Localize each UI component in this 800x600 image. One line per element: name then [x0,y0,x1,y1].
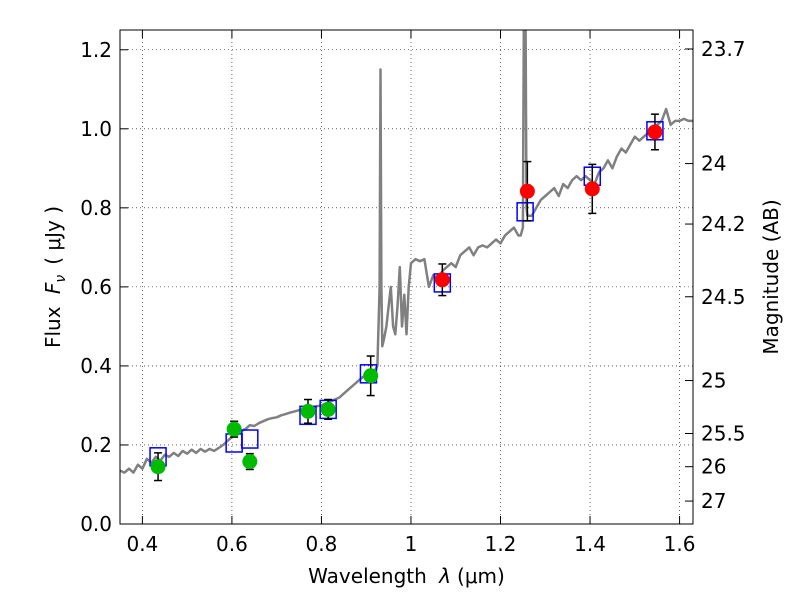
data-point [320,401,336,417]
y-tick-label: 0.6 [80,275,112,299]
data-point [434,272,450,288]
data-point [519,183,535,199]
y-axis-label-subscript: ν [53,275,69,283]
magnitude-tick-label: 25.5 [701,421,746,445]
data-point [363,368,379,384]
y-axis-label-prefix: Flux [41,300,65,348]
x-tick-label: 0.4 [126,532,158,556]
y-tick-label: 1.2 [80,38,112,62]
model-box [241,429,259,449]
data-point [647,124,663,140]
magnitude-tick-label: 27 [701,489,726,513]
y-tick-label: 0.2 [80,433,112,457]
y-tick-label: 1.0 [80,117,112,141]
magnitude-tick-label: 25 [701,369,726,393]
y-axis-label-symbol: F [41,282,65,294]
y-tick-label: 0.8 [80,196,112,220]
x-tick-label: 1.4 [574,532,606,556]
y-axis-label-unit: ( μJy ) [41,206,65,265]
magnitude-tick-label: 24.2 [701,212,746,236]
magnitude-tick-label: 23.7 [701,37,746,61]
x-tick-label: 0.8 [306,532,338,556]
x-axis-label: Wavelength λ (μm) [308,564,505,588]
magnitude-tick-label: 24 [701,152,726,176]
x-axis-label-symbol: λ [438,564,451,588]
x-tick-label: 1 [405,532,418,556]
magnitude-axis-label: Magnitude (AB) [759,199,783,354]
data-point [226,421,242,437]
x-axis-label-prefix: Wavelength [308,564,433,588]
y-tick-label: 0.4 [80,354,112,378]
x-axis-label-unit: (μm) [457,564,505,588]
data-point [584,181,600,197]
data-point [150,459,166,475]
x-tick-label: 1.2 [485,532,517,556]
y-axis-label: Flux Fν ( μJy ) [41,206,69,348]
data-point [300,403,316,419]
y-tick-label: 0.0 [80,512,112,536]
ticks: 0.4 0.6 0.8 1 1.2 1.4 1.6 0.0 0.2 0.4 0.6 0.8 1.0 1.2… [80,30,746,556]
axes-frame [119,29,694,525]
data-point [242,454,258,470]
plot-area [120,30,693,482]
magnitude-tick-label: 26 [701,455,726,479]
x-tick-label: 1.6 [664,532,696,556]
magnitude-tick-label: 24.5 [701,285,746,309]
x-tick-label: 0.6 [216,532,248,556]
